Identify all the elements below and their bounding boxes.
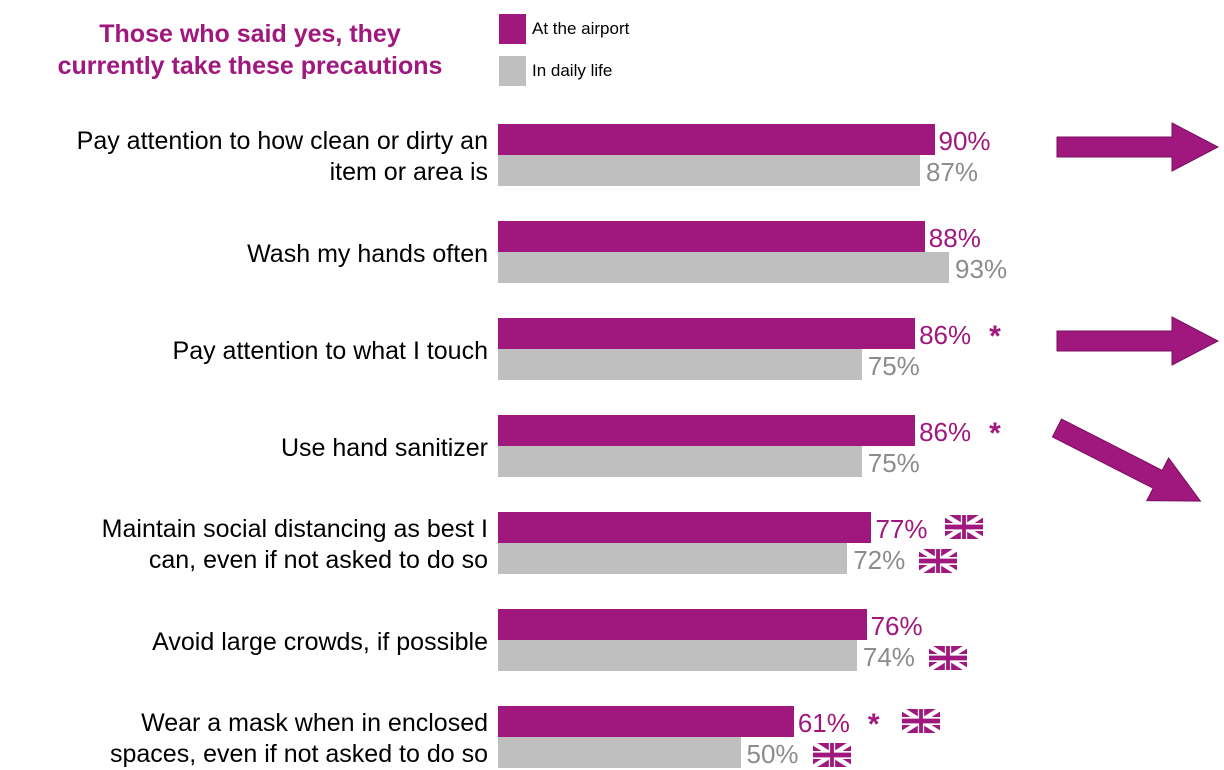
category-label: Wear a mask when in enclosed spaces, even… xyxy=(0,708,488,770)
bar-airport xyxy=(498,221,925,252)
significance-asterisk: * xyxy=(989,320,1001,353)
bar-airport xyxy=(498,609,867,640)
value-label-airport: 76% xyxy=(870,611,923,641)
category-label-line: Maintain social distancing as best I xyxy=(101,515,488,543)
value-label-daily: 93% xyxy=(955,254,1008,284)
legend-item-daily: In daily life xyxy=(499,56,612,86)
category-label: Wash my hands often xyxy=(0,239,488,270)
chart-title-line-2: currently take these precautions xyxy=(57,52,443,80)
bar-daily xyxy=(498,543,848,574)
legend-swatch-daily xyxy=(499,56,526,86)
value-label-airport: 88% xyxy=(928,223,981,253)
legend-swatch-airport xyxy=(499,14,526,44)
arrow-right-icon xyxy=(1056,122,1220,172)
bar-airport xyxy=(498,124,935,155)
value-label-daily: 50% xyxy=(746,739,799,769)
significance-asterisk: * xyxy=(989,417,1001,450)
category-label: Pay attention to how clean or dirty an it… xyxy=(0,126,488,188)
legend-item-airport: At the airport xyxy=(499,14,629,44)
value-label-daily: 87% xyxy=(925,157,978,187)
category-label-line: Wash my hands often xyxy=(247,239,488,268)
chart-title: Those who said yes, they currently take … xyxy=(20,18,480,82)
category-label-line: spaces, even if not asked to do so xyxy=(109,740,488,768)
uk-flag-icon xyxy=(812,743,851,767)
value-label-airport: 86% xyxy=(919,417,972,447)
bar-daily xyxy=(498,737,741,768)
uk-flag-icon xyxy=(928,646,967,670)
bar-daily xyxy=(498,640,857,671)
uk-flag-icon xyxy=(919,549,958,573)
category-label: Maintain social distancing as best I can,… xyxy=(0,514,488,576)
legend-label-daily: In daily life xyxy=(532,61,613,80)
bar-airport xyxy=(498,415,916,446)
category-label: Pay attention to what I touch xyxy=(0,336,488,367)
uk-flag-icon xyxy=(901,709,940,733)
legend-label-airport: At the airport xyxy=(532,19,630,38)
arrow-right-icon xyxy=(1056,316,1220,366)
value-label-daily: 72% xyxy=(853,545,906,575)
category-label-line: Pay attention to how clean or dirty an xyxy=(76,127,488,155)
arrow-down-right-icon xyxy=(1051,418,1202,502)
bar-daily xyxy=(498,446,862,477)
value-label-airport: 61% xyxy=(797,708,850,738)
value-label-daily: 74% xyxy=(862,642,915,672)
bar-airport xyxy=(498,318,916,349)
bar-daily xyxy=(498,252,950,283)
category-label-line: Pay attention to what I touch xyxy=(172,336,488,365)
category-label: Use hand sanitizer xyxy=(0,433,488,464)
value-label-daily: 75% xyxy=(867,448,920,478)
category-label-line: Use hand sanitizer xyxy=(280,433,488,462)
bar-airport xyxy=(498,706,794,737)
bar-daily xyxy=(498,155,920,186)
chart-title-line-1: Those who said yes, they xyxy=(99,20,401,48)
category-label: Avoid large crowds, if possible xyxy=(0,627,488,658)
uk-flag-icon xyxy=(945,515,984,539)
value-label-airport: 90% xyxy=(938,126,991,156)
significance-asterisk: * xyxy=(867,708,880,741)
category-label-line: Wear a mask when in enclosed xyxy=(141,709,488,737)
category-label-line: item or area is xyxy=(329,158,488,186)
value-label-airport: 77% xyxy=(875,514,928,544)
value-label-daily: 75% xyxy=(867,351,920,381)
value-label-airport: 86% xyxy=(919,320,972,350)
bar-airport xyxy=(498,512,872,543)
bar-daily xyxy=(498,349,862,380)
category-label-line: can, even if not asked to do so xyxy=(148,546,488,574)
category-label-line: Avoid large crowds, if possible xyxy=(152,627,488,656)
